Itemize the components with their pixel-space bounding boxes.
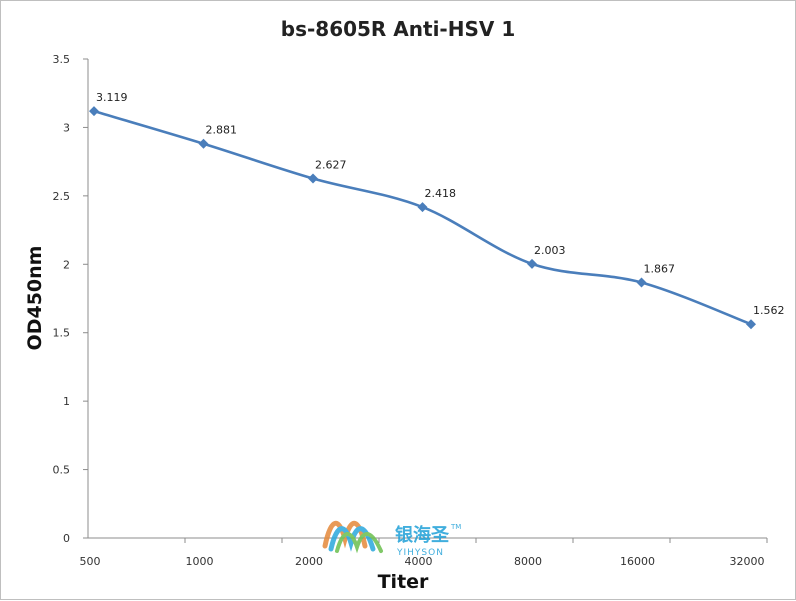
data-point-marker	[89, 106, 99, 117]
x-tick-label: 500	[80, 555, 101, 568]
data-label: 1.562	[753, 304, 785, 317]
data-point-marker	[746, 319, 756, 330]
y-tick-label: 2	[63, 258, 70, 271]
data-point-marker	[308, 173, 318, 184]
data-label: 2.418	[425, 187, 457, 200]
data-label: 3.119	[96, 91, 128, 104]
x-tick-label: 8000	[514, 555, 542, 568]
y-axis-title: OD450nm	[24, 246, 46, 351]
y-tick-label: 3	[63, 121, 70, 134]
data-point-marker	[417, 202, 428, 213]
x-axis-title: Titer	[378, 571, 429, 593]
data-label: 2.003	[534, 244, 566, 257]
wave-logo-icon	[322, 520, 383, 554]
y-axis-ticks: 0 0.5 1 1.5 2 2.5 3 3.5	[53, 53, 88, 545]
y-tick-label: 1	[63, 395, 70, 408]
data-point-marker	[198, 138, 209, 149]
y-tick-label: 0.5	[53, 464, 71, 477]
series-markers	[89, 106, 756, 330]
watermark-en: YIHYSON	[396, 548, 444, 558]
data-point-marker	[636, 277, 647, 288]
y-tick-label: 1.5	[53, 327, 71, 340]
x-tick-label: 2000	[295, 555, 323, 568]
y-tick-label: 2.5	[53, 190, 71, 203]
x-tick-label: 1000	[186, 555, 214, 568]
data-point-marker	[527, 258, 537, 269]
x-axis-ticks: 500 1000 2000 4000 8000 16000 32000	[80, 538, 768, 568]
y-tick-label: 3.5	[53, 53, 71, 66]
series-line	[92, 109, 753, 326]
watermark-logo: 银海圣 TM YIHYSON	[322, 520, 461, 558]
x-tick-label: 16000	[620, 555, 655, 568]
x-tick-label: 4000	[405, 555, 433, 568]
x-tick-label: 32000	[730, 555, 765, 568]
data-label: 2.881	[206, 124, 238, 137]
y-tick-label: 0	[63, 532, 70, 545]
data-label: 2.627	[315, 158, 347, 171]
watermark-tm: TM	[450, 523, 461, 531]
chart-title: bs-8605R Anti-HSV 1	[281, 17, 515, 41]
data-label: 1.867	[644, 262, 676, 275]
watermark-cn: 银海圣	[395, 524, 450, 546]
data-labels: 3.119 2.881 2.627 2.418 2.003 1.867 1.562	[96, 91, 785, 317]
